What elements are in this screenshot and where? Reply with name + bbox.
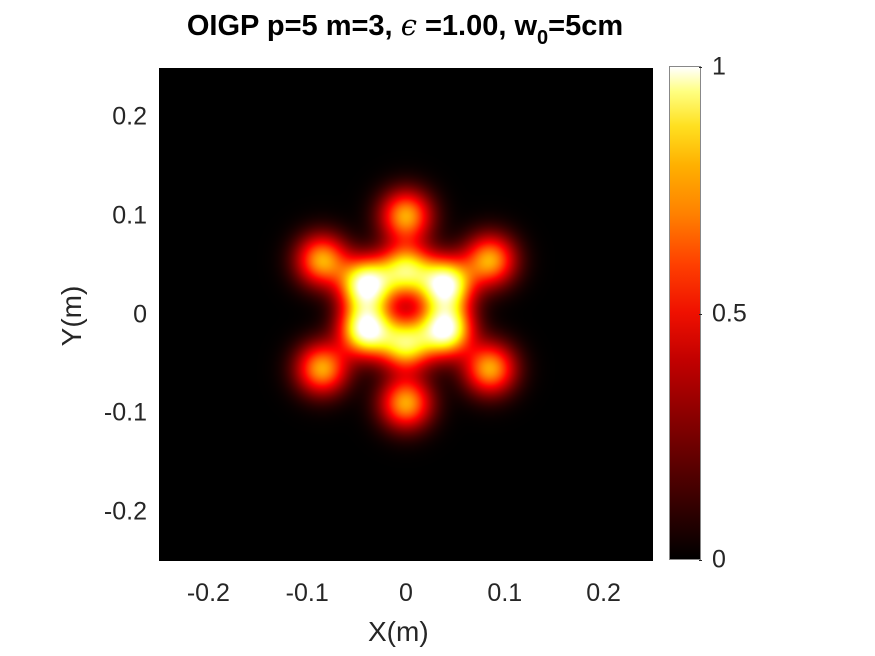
colorbar-tick-label: 1: [712, 52, 726, 81]
colorbar-tick-label: 0: [712, 545, 726, 574]
y-tick-label: -0.1: [103, 398, 147, 427]
colorbar-tick-mark: [699, 313, 702, 315]
x-tick-label: 0.2: [586, 579, 621, 607]
title-middle: =1.00, w: [416, 10, 538, 42]
y-tick-label: 0.2: [112, 102, 147, 131]
x-tick-label: 0.1: [487, 579, 523, 607]
x-tick-label: -0.1: [285, 579, 329, 607]
colorbar-tick-mark: [699, 560, 702, 561]
x-axis-label: X(m): [368, 616, 429, 647]
y-tick-label: 0.1: [112, 201, 147, 230]
title-subscript: 0: [537, 27, 549, 49]
x-tick-label: 0: [399, 579, 413, 607]
colorbar-tick-mark: [699, 67, 702, 68]
title-suffix: =5cm: [548, 10, 624, 42]
heatmap-plot-area: [159, 68, 653, 561]
title-prefix: OIGP p=5 m=3,: [186, 10, 401, 42]
y-tick-label: -0.2: [103, 497, 147, 526]
x-tick-label: -0.2: [186, 579, 230, 607]
y-tick-label: 0: [133, 300, 147, 328]
colorbar-tick-label: 0.5: [712, 299, 747, 327]
chart-title: OIGP p=5 m=3, ϵ =1.00, w0=5cm: [0, 8, 810, 50]
colorbar: [669, 66, 701, 560]
y-axis-label: Y(m): [56, 285, 87, 347]
title-epsilon: ϵ: [400, 8, 417, 42]
